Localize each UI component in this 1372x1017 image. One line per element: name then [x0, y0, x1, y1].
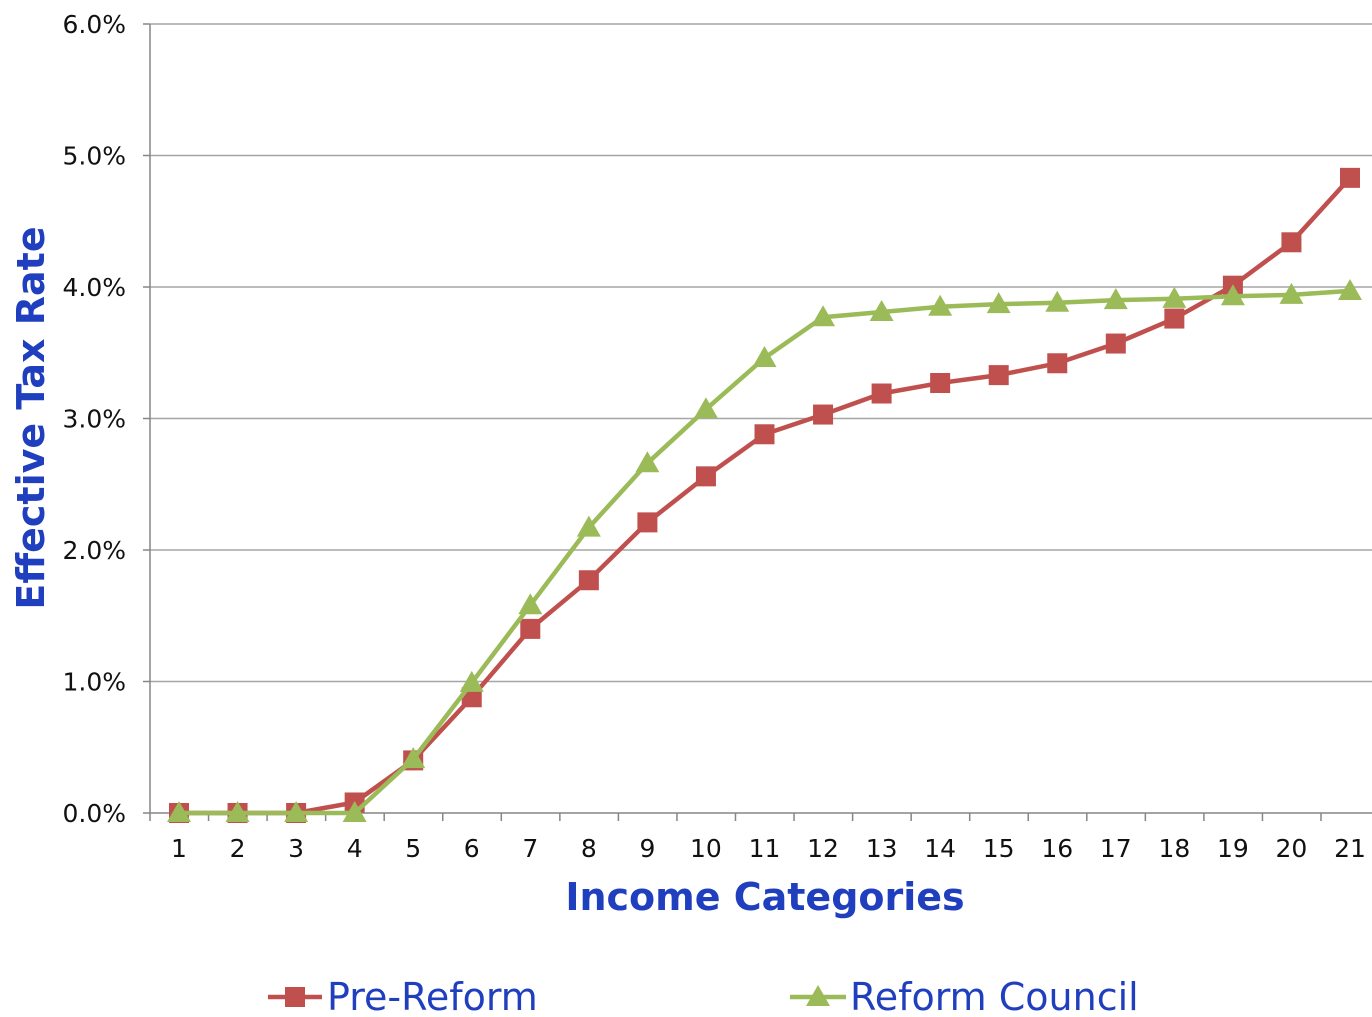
data-point-square — [695, 466, 716, 487]
x-tick-label: 11 — [749, 834, 781, 863]
data-point-square — [1105, 333, 1126, 354]
data-point-square — [988, 365, 1009, 386]
data-point-square — [871, 383, 892, 404]
data-point-triangle — [284, 801, 309, 822]
data-point-triangle — [869, 299, 894, 321]
legend-triangle-marker-icon — [806, 985, 830, 1006]
series-pre-reform — [169, 167, 1360, 823]
x-tick-label: 8 — [581, 834, 597, 863]
x-tick-label: 4 — [347, 834, 363, 863]
y-tick-label: 4.0% — [62, 273, 126, 302]
data-point-triangle — [752, 346, 777, 368]
legend-item-reform-council: Reform Council — [790, 975, 1139, 1017]
data-point-square — [1281, 232, 1302, 253]
data-point-square — [578, 570, 599, 591]
x-tick-label: 17 — [1100, 834, 1132, 863]
x-tick-label: 5 — [405, 834, 421, 863]
x-tick-label: 20 — [1276, 834, 1308, 863]
legend-label-reform-council: Reform Council — [850, 975, 1139, 1017]
y-tick-label: 1.0% — [62, 668, 126, 697]
data-point-triangle — [1338, 278, 1362, 300]
x-tick-label: 13 — [866, 834, 898, 863]
x-tick-label: 12 — [807, 834, 839, 863]
legend-square-marker-icon — [285, 987, 305, 1007]
series-reform-council — [167, 278, 1362, 822]
series-line-pre-reform — [179, 176, 1352, 816]
x-axis-title: Income Categories — [565, 875, 964, 919]
data-point-triangle — [518, 593, 543, 615]
data-point-triangle — [1045, 290, 1070, 312]
x-tick-label: 6 — [464, 834, 480, 863]
data-point-triangle — [811, 305, 836, 327]
x-tick-label: 9 — [639, 834, 655, 863]
data-point-square — [637, 512, 658, 533]
y-axis-title: Effective Tax Rate — [9, 226, 53, 609]
x-tick-label: 16 — [1041, 834, 1073, 863]
x-tick-label: 1 — [171, 834, 187, 863]
x-tick-label: 2 — [230, 834, 246, 863]
data-point-triangle — [1103, 288, 1128, 310]
y-tick-label: 0.0% — [62, 799, 126, 828]
x-tick-label: 10 — [690, 834, 722, 863]
data-point-triangle — [928, 294, 953, 316]
data-point-square — [520, 618, 541, 639]
data-point-square — [754, 424, 775, 445]
series-lines — [167, 167, 1362, 823]
data-point-triangle — [342, 801, 367, 822]
data-point-triangle — [1162, 286, 1187, 308]
legend-item-pre-reform: Pre-Reform — [268, 975, 538, 1017]
data-point-square — [813, 404, 834, 425]
legend-label-pre-reform: Pre-Reform — [327, 975, 538, 1017]
data-point-square — [1164, 308, 1185, 329]
data-point-square — [1047, 353, 1068, 374]
data-point-triangle — [693, 397, 718, 419]
y-tick-label: 2.0% — [62, 536, 126, 565]
data-point-triangle — [225, 801, 250, 822]
x-tick-label: 3 — [288, 834, 304, 863]
x-tick-label: 14 — [924, 834, 956, 863]
data-point-triangle — [459, 670, 484, 692]
data-point-square — [1340, 167, 1360, 188]
data-point-triangle — [576, 515, 601, 537]
x-tick-label: 19 — [1217, 834, 1249, 863]
x-tick-label: 18 — [1158, 834, 1190, 863]
gridlines — [150, 23, 1372, 683]
data-point-triangle — [401, 747, 426, 769]
x-tick-label: 21 — [1334, 834, 1366, 863]
y-tick-label: 3.0% — [62, 405, 126, 434]
y-tick-label: 6.0% — [62, 10, 126, 39]
data-point-triangle — [1279, 282, 1304, 304]
y-tick-label: 5.0% — [62, 142, 126, 171]
data-point-triangle — [986, 292, 1011, 314]
data-point-square — [930, 372, 951, 393]
legend: Pre-Reform Reform Council — [268, 975, 1139, 1017]
data-point-triangle — [635, 451, 660, 473]
series-line-reform-council — [179, 288, 1351, 816]
data-point-triangle — [167, 801, 191, 822]
x-tick-label: 15 — [983, 834, 1015, 863]
axes: 0.0%1.0%2.0%3.0%4.0%5.0%6.0%1 2 3 4 5 6 7 8 9 10 1… — [62, 10, 1372, 863]
x-tick-label: 7 — [522, 834, 538, 863]
data-point-triangle — [1220, 284, 1245, 306]
